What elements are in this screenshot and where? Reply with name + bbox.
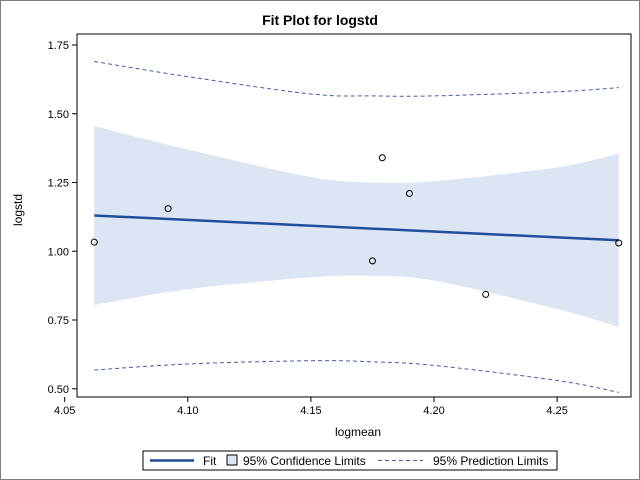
observation-point <box>378 154 386 162</box>
y-tick-label: 1.25 <box>48 178 69 190</box>
prediction-lower-line <box>94 360 619 393</box>
y-axis-label: logstd <box>11 194 25 226</box>
y-tick-label: 1.00 <box>48 246 69 258</box>
chart-title: Fit Plot for logstd <box>262 12 378 28</box>
observation-point <box>90 238 98 246</box>
y-tick-label: 1.50 <box>48 109 69 121</box>
observation-point <box>405 190 413 197</box>
observation-point <box>368 257 376 265</box>
y-tick-label: 0.50 <box>48 384 69 396</box>
x-tick-label: 4.15 <box>300 405 321 417</box>
prediction-upper-line <box>94 61 619 97</box>
y-tick-label: 0.75 <box>48 315 69 327</box>
confidence-band <box>94 126 619 327</box>
fit-line <box>94 214 619 242</box>
x-tick-label: 4.05 <box>54 405 75 417</box>
y-tick-label: 1.75 <box>48 40 69 52</box>
legend-fit-label: Fit <box>203 454 217 468</box>
legend-box <box>142 450 558 471</box>
legend-confidence-label: 95% Confidence Limits <box>243 454 366 468</box>
y-axis: 0.50 0.75 1.00 1.25 1.50 1.75 <box>48 40 77 396</box>
plot-border <box>76 33 632 398</box>
x-axis-label: logmean <box>335 425 381 439</box>
x-tick-label: 4.10 <box>177 405 198 417</box>
observation-point <box>615 239 623 247</box>
plot-area <box>76 33 632 398</box>
legend-confidence-swatch <box>226 454 238 466</box>
observation-point <box>482 290 490 298</box>
x-tick-label: 4.20 <box>423 405 444 417</box>
legend-prediction-label: 95% Prediction Limits <box>433 454 548 468</box>
legend: Fit 95% Confidence Limits 95% Prediction… <box>142 450 558 471</box>
x-tick-label: 4.25 <box>546 405 567 417</box>
x-axis: 4.05 4.10 4.15 4.20 4.25 <box>54 397 568 417</box>
observation-point <box>164 205 172 213</box>
